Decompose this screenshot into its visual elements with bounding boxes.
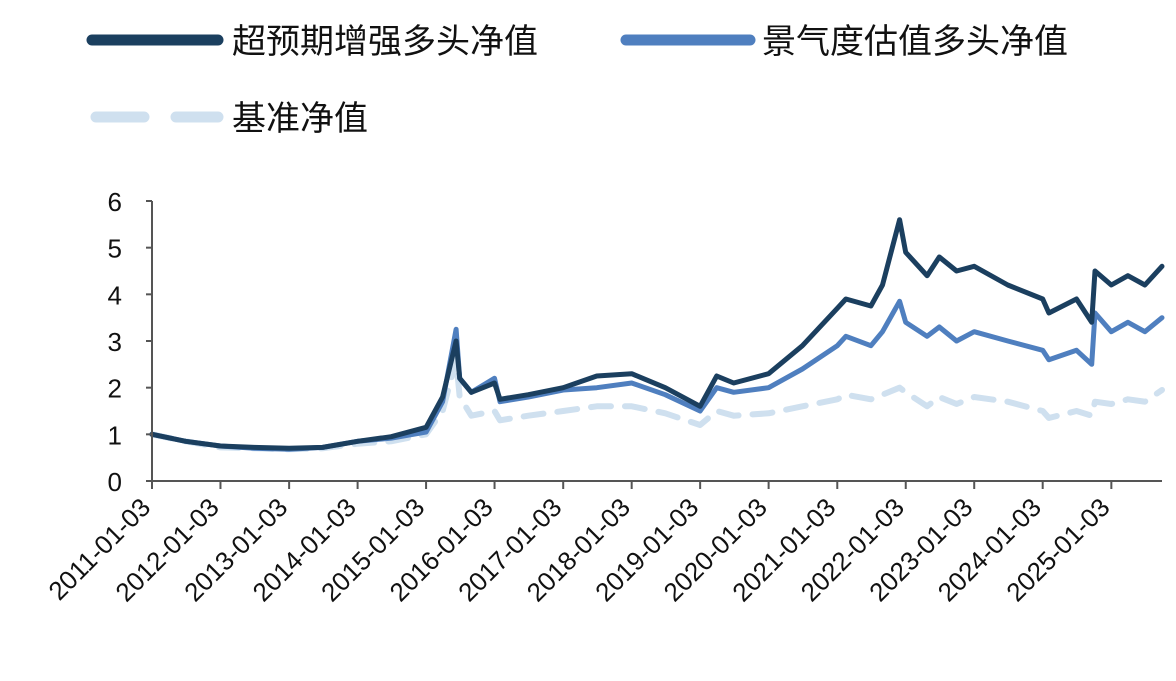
series-lines	[149, 217, 1165, 453]
legend-label-series-3: 基准净值	[232, 99, 368, 139]
x-axis-ticks: 2011-01-032012-01-032013-01-032014-01-03…	[42, 481, 1116, 607]
legend-label-series-2: 景气度估值多头净值	[762, 22, 1068, 62]
y-tick-label: 0	[108, 467, 122, 497]
y-tick-label: 3	[108, 327, 122, 357]
y-tick-label: 1	[108, 420, 122, 450]
series-line-1	[149, 217, 1165, 451]
y-tick-label: 5	[108, 234, 122, 264]
y-tick-label: 4	[108, 280, 122, 310]
legend-item-series-1: 超预期增强多头净值	[86, 22, 538, 62]
y-tick-label: 2	[108, 374, 122, 404]
legend-label-series-1: 超预期增强多头净值	[232, 22, 538, 62]
legend-item-series-3: 基准净值	[90, 99, 368, 139]
series-line-3	[149, 356, 1165, 453]
legend-item-series-2: 景气度估值多头净值	[620, 22, 1068, 62]
y-axis-ticks: 0 1 2 3 4 5 6	[108, 187, 152, 497]
y-tick-label: 6	[108, 187, 122, 217]
series-line-2	[149, 298, 1165, 452]
legend: 超预期增强多头净值 景气度估值多头净值 基准净值	[86, 22, 1068, 139]
